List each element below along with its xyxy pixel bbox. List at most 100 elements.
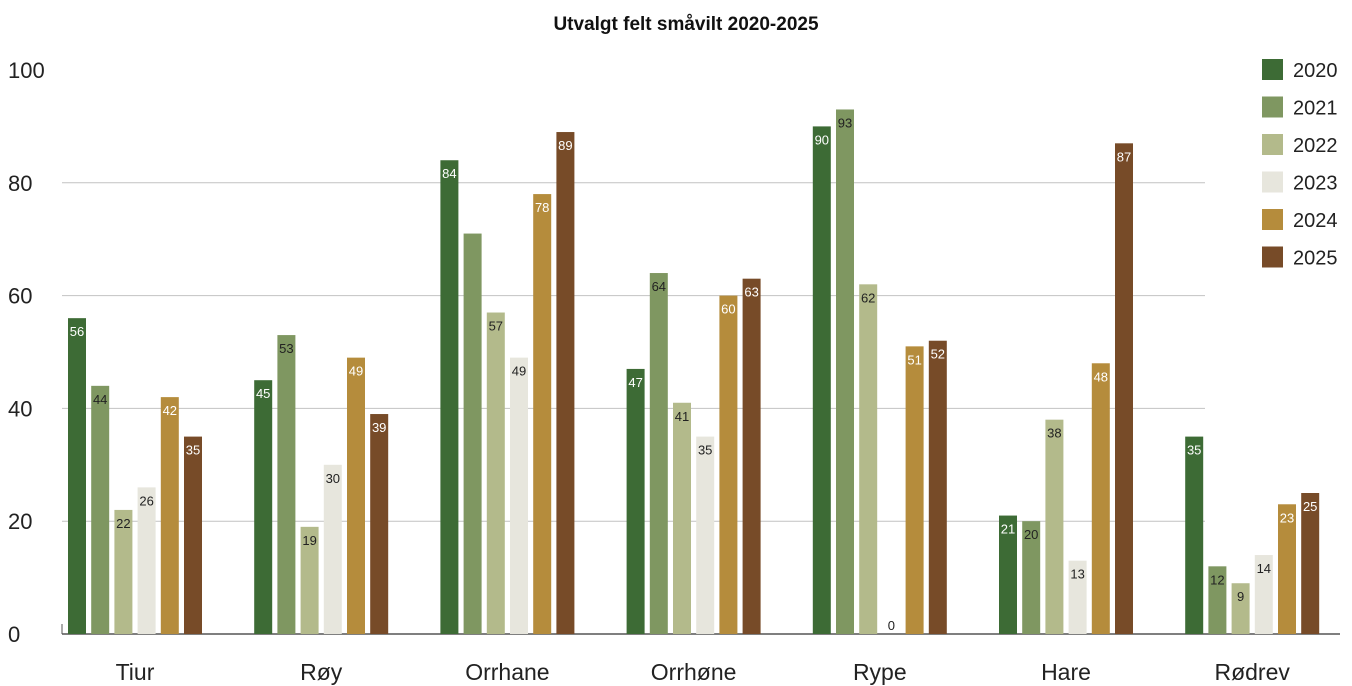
data-label: 14 (1257, 561, 1271, 576)
bar-orrhøne-2024 (719, 295, 738, 634)
bar-tiur-2020 (68, 318, 86, 634)
data-label: 60 (721, 302, 735, 317)
data-label: 48 (1094, 369, 1108, 384)
data-label: 49 (349, 364, 363, 379)
data-label: 44 (93, 392, 107, 407)
legend-swatch (1262, 59, 1283, 80)
data-label: 23 (1280, 510, 1294, 525)
legend-label: 2025 (1293, 248, 1338, 270)
bar-orrhane-2021 (463, 233, 482, 634)
data-label: 47 (628, 375, 642, 390)
data-labels: 56 44 22 26 42 35 45 53 19 30 49 39 84 57 49 78 89 47 64 41… (70, 115, 1318, 633)
data-label: 49 (512, 364, 526, 379)
bar-hare-2024 (1091, 363, 1110, 634)
legend-label: 2021 (1293, 98, 1338, 120)
bar-hare-2020 (999, 515, 1017, 634)
data-label: 62 (861, 290, 875, 305)
bar-rype-2022 (859, 284, 878, 634)
bars (68, 109, 1320, 635)
bar-orrhøne-2023 (696, 436, 715, 634)
data-label: 78 (535, 200, 549, 215)
data-label: 53 (279, 341, 293, 356)
bar-hare-2021 (1022, 521, 1041, 634)
data-label: 93 (838, 115, 852, 130)
x-tick-label: Tiur (116, 659, 155, 685)
y-tick-label: 100 (8, 58, 45, 83)
legend-swatch (1262, 171, 1283, 193)
legend-swatch (1262, 246, 1283, 268)
bar-orrhane-2025 (556, 132, 575, 635)
data-label: 56 (70, 324, 84, 339)
bar-orrhøne-2022 (673, 402, 691, 634)
data-label: 52 (931, 347, 945, 362)
bar-røy-2024 (347, 357, 365, 634)
data-label: 84 (442, 166, 456, 181)
data-label: 45 (256, 386, 270, 401)
bar-røy-2025 (370, 414, 389, 634)
y-axis: 0 20 40 60 80 100 (8, 58, 45, 647)
data-label: 0 (888, 618, 895, 633)
bar-rødrev-2021 (1208, 566, 1227, 634)
legend-swatch (1262, 209, 1283, 230)
bar-orrhane-2022 (486, 312, 505, 634)
bar-hare-2025 (1115, 143, 1133, 634)
data-label: 90 (815, 132, 829, 147)
bar-rødrev-2022 (1231, 583, 1250, 634)
bar-røy-2021 (277, 335, 296, 634)
bar-rødrev-2025 (1301, 493, 1320, 634)
bar-tiur-2022 (114, 509, 133, 634)
bar-rype-2020 (812, 126, 831, 635)
data-label: 35 (186, 443, 200, 458)
data-label: 87 (1117, 149, 1131, 164)
x-tick-label: Orrhane (465, 659, 549, 685)
data-label: 57 (489, 319, 503, 334)
data-label: 42 (163, 403, 177, 418)
bar-røy-2020 (254, 380, 273, 634)
bar-orrhane-2020 (440, 160, 459, 635)
data-label: 63 (744, 285, 758, 300)
bar-tiur-2024 (160, 397, 179, 634)
bar-røy-2022 (300, 526, 319, 634)
x-tick-label: Rype (853, 659, 907, 685)
data-label: 89 (558, 138, 572, 153)
bar-hare-2022 (1045, 419, 1064, 634)
legend-label: 2023 (1293, 173, 1338, 195)
bar-orrhøne-2020 (626, 368, 645, 634)
bar-rødrev-2020 (1185, 436, 1204, 634)
data-label: 41 (675, 409, 689, 424)
chart-title: Utvalgt felt småvilt 2020-2025 (553, 14, 819, 35)
legend-swatch (1262, 134, 1283, 155)
data-label: 35 (698, 443, 712, 458)
bar-orrhane-2024 (533, 194, 552, 634)
bar-orrhane-2023 (510, 357, 528, 634)
bar-hare-2023 (1068, 560, 1087, 634)
bar-rype-2021 (836, 109, 854, 635)
legend-label: 2020 (1293, 60, 1338, 82)
bar-rype-2024 (905, 346, 924, 634)
bar-tiur-2021 (91, 385, 110, 634)
data-label: 25 (1303, 499, 1317, 514)
data-label: 30 (326, 471, 340, 486)
y-tick-label: 80 (8, 171, 32, 196)
y-tick-label: 0 (8, 622, 20, 647)
y-tick-label: 60 (8, 284, 32, 309)
data-label: 19 (302, 533, 316, 548)
data-label: 12 (1210, 572, 1224, 587)
bar-tiur-2023 (137, 487, 156, 634)
data-label: 20 (1024, 527, 1038, 542)
data-label: 13 (1070, 567, 1084, 582)
data-label: 35 (1187, 443, 1201, 458)
y-tick-label: 20 (8, 509, 32, 534)
legend-swatch (1262, 96, 1283, 118)
x-axis: Tiur Røy Orrhane Orrhøne Rype Hare Rødrev (116, 659, 1291, 685)
data-label: 64 (652, 279, 666, 294)
data-label: 22 (116, 516, 130, 531)
data-label: 38 (1047, 426, 1061, 441)
data-label: 21 (1001, 522, 1015, 537)
bar-rødrev-2023 (1254, 555, 1273, 634)
x-tick-label: Hare (1041, 659, 1091, 685)
legend: 2020 2021 2022 2023 2024 2025 (1262, 59, 1338, 270)
x-tick-label: Rødrev (1214, 659, 1290, 685)
bar-orrhøne-2021 (649, 273, 668, 634)
